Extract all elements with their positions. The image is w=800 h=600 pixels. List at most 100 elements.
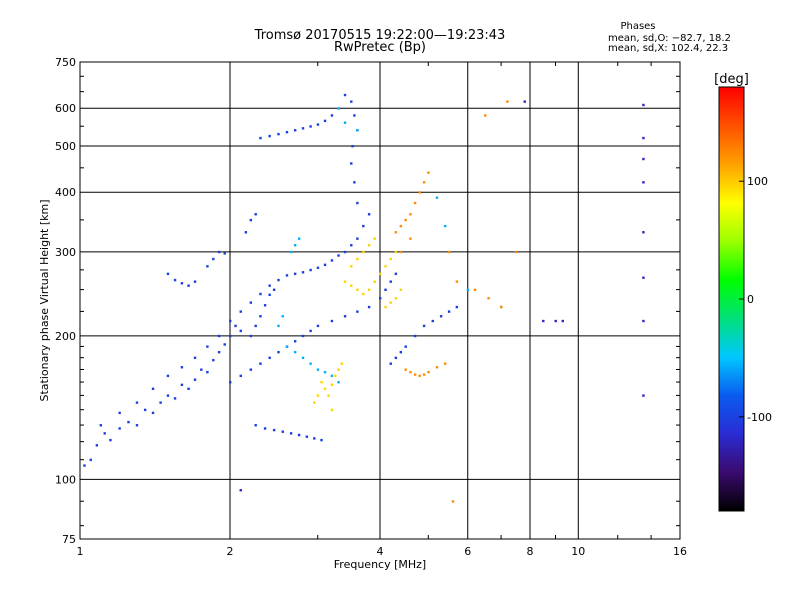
data-point bbox=[244, 231, 248, 234]
data-point bbox=[229, 319, 232, 323]
data-point bbox=[330, 114, 334, 117]
data-point bbox=[259, 315, 262, 318]
data-point bbox=[435, 196, 439, 199]
data-point bbox=[285, 274, 289, 277]
data-point bbox=[389, 257, 392, 261]
data-point bbox=[193, 356, 197, 360]
data-point bbox=[343, 315, 347, 318]
data-point bbox=[642, 181, 645, 184]
data-point bbox=[193, 378, 197, 381]
data-point bbox=[353, 114, 356, 117]
data-point bbox=[229, 381, 232, 384]
data-point bbox=[301, 271, 305, 274]
data-point bbox=[384, 288, 387, 291]
axes: 1 2 4 6 8 10 16 75 100 200 300 400 500 600 750 Frequenc… bbox=[38, 56, 687, 571]
data-point bbox=[439, 315, 443, 318]
colorbar-tick-label: -100 bbox=[747, 411, 772, 424]
y-tick-label: 750 bbox=[55, 56, 76, 69]
data-point bbox=[350, 162, 353, 165]
y-tick-label: 100 bbox=[55, 473, 76, 486]
data-point bbox=[642, 394, 645, 397]
data-point bbox=[327, 394, 330, 397]
data-point bbox=[180, 383, 184, 387]
data-point bbox=[431, 319, 434, 323]
data-point bbox=[367, 288, 371, 291]
data-point bbox=[83, 464, 86, 467]
data-point bbox=[389, 301, 392, 304]
data-point bbox=[379, 272, 382, 276]
data-point bbox=[309, 362, 312, 365]
data-point bbox=[487, 297, 490, 300]
data-point bbox=[337, 107, 340, 110]
data-point bbox=[151, 387, 155, 391]
data-point bbox=[351, 144, 354, 148]
data-point bbox=[418, 374, 421, 378]
x-tick-label: 4 bbox=[377, 545, 384, 558]
data-point bbox=[187, 284, 190, 287]
data-point bbox=[313, 401, 316, 404]
data-point bbox=[409, 370, 412, 374]
data-point bbox=[187, 387, 190, 391]
phase-stats-o: mean, sd,O: −82.7, 18.2 bbox=[608, 33, 731, 44]
data-point bbox=[109, 438, 112, 442]
data-point bbox=[362, 250, 365, 254]
data-point bbox=[350, 100, 353, 103]
data-point bbox=[206, 345, 209, 348]
data-point bbox=[118, 427, 121, 430]
chart-title: Tromsø 20170515 19:22:00—19:23:43 bbox=[254, 28, 506, 43]
data-point bbox=[180, 366, 184, 369]
data-point bbox=[212, 257, 215, 261]
data-point bbox=[89, 458, 92, 462]
data-point bbox=[323, 119, 327, 123]
data-point bbox=[323, 370, 327, 374]
data-point bbox=[404, 345, 407, 348]
data-point bbox=[268, 134, 271, 138]
data-point bbox=[281, 315, 284, 318]
data-point bbox=[313, 437, 316, 440]
phases-heading: Phases bbox=[620, 21, 656, 32]
colorbar-tick-label: 0 bbox=[747, 293, 754, 306]
data-point bbox=[293, 129, 297, 132]
data-point bbox=[297, 237, 301, 240]
y-tick-label: 500 bbox=[55, 140, 76, 153]
data-point bbox=[285, 345, 289, 348]
y-tick-label: 600 bbox=[55, 102, 76, 115]
data-point bbox=[268, 293, 271, 297]
data-point bbox=[103, 432, 106, 435]
data-point bbox=[409, 213, 412, 216]
data-point bbox=[259, 362, 262, 365]
data-point bbox=[316, 266, 320, 269]
data-point bbox=[404, 218, 407, 222]
data-point bbox=[249, 368, 253, 371]
data-point bbox=[362, 224, 365, 228]
data-point bbox=[268, 356, 271, 360]
data-point bbox=[309, 268, 312, 272]
data-point bbox=[443, 362, 447, 365]
data-point bbox=[99, 424, 103, 427]
data-point bbox=[127, 420, 130, 424]
data-point bbox=[180, 282, 184, 285]
data-point bbox=[337, 381, 340, 384]
data-point bbox=[268, 284, 271, 287]
data-point bbox=[350, 244, 353, 247]
data-point bbox=[309, 329, 312, 333]
data-point bbox=[95, 444, 99, 447]
data-point bbox=[422, 181, 426, 184]
data-point bbox=[316, 123, 320, 126]
data-point bbox=[223, 252, 226, 255]
data-point bbox=[394, 297, 398, 300]
data-point bbox=[330, 374, 334, 378]
data-point bbox=[337, 368, 340, 371]
data-point bbox=[316, 394, 320, 397]
data-point bbox=[399, 350, 403, 354]
data-point bbox=[343, 121, 347, 124]
data-point bbox=[642, 276, 645, 279]
data-point bbox=[340, 362, 344, 365]
data-point bbox=[343, 280, 347, 283]
data-point bbox=[259, 292, 262, 296]
data-point bbox=[506, 100, 509, 103]
data-point bbox=[281, 430, 284, 433]
data-point bbox=[135, 424, 139, 427]
data-point bbox=[239, 310, 242, 313]
data-point bbox=[293, 340, 297, 343]
